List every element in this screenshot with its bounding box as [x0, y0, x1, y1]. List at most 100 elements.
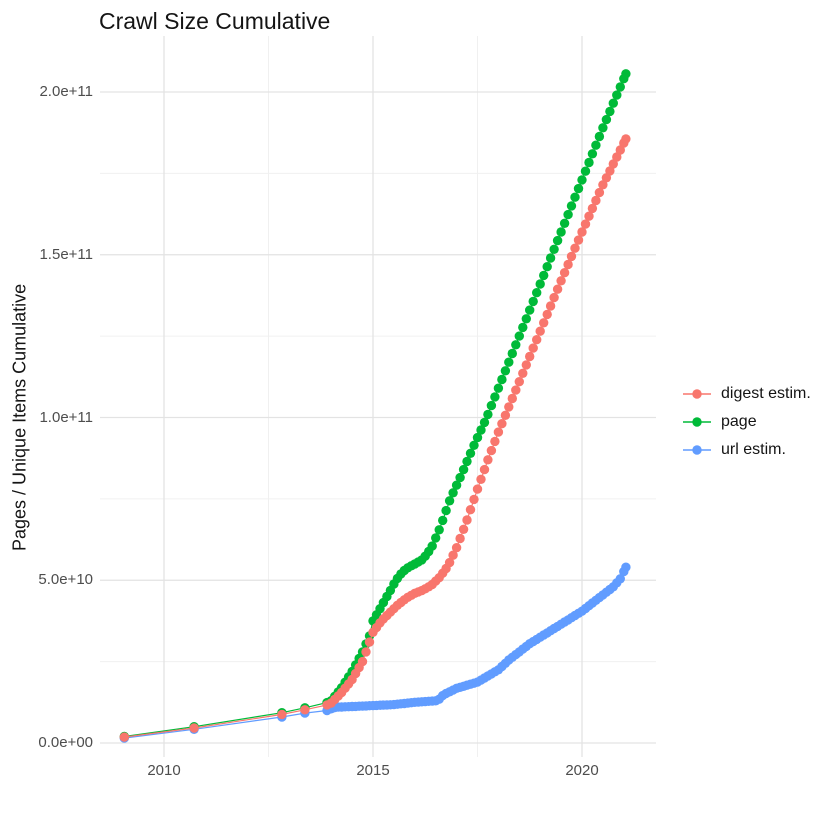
data-point	[357, 656, 368, 667]
data-point	[514, 377, 524, 387]
data-point	[479, 464, 490, 475]
data-point	[552, 284, 563, 294]
data-point	[511, 385, 521, 395]
data-point	[448, 488, 458, 498]
data-point	[497, 419, 507, 429]
legend: digest estim. page url estim.	[682, 380, 811, 464]
data-point	[598, 180, 608, 190]
data-point	[525, 305, 535, 315]
data-point	[479, 417, 490, 428]
data-point	[514, 331, 524, 341]
legend-key-icon	[683, 417, 711, 427]
data-point	[621, 134, 631, 144]
data-point	[601, 114, 612, 125]
data-point	[605, 166, 615, 176]
data-point	[587, 203, 598, 214]
series-digest-estim	[119, 134, 631, 742]
data-point	[594, 187, 605, 198]
data-point	[612, 152, 622, 162]
data-point	[580, 166, 591, 176]
legend-key-icon	[683, 389, 711, 399]
data-point	[542, 262, 552, 272]
data-point	[580, 219, 591, 229]
data-point	[577, 175, 587, 185]
data-point	[570, 243, 580, 253]
y-tick-label: 2.0e+11	[39, 83, 93, 100]
data-point	[483, 409, 493, 420]
legend-label: page	[721, 413, 757, 430]
data-point	[549, 292, 559, 303]
data-point	[573, 183, 584, 194]
data-point	[451, 543, 462, 553]
data-point	[535, 279, 545, 289]
data-point	[455, 533, 465, 544]
data-point	[552, 235, 563, 246]
data-point	[518, 368, 528, 378]
series-line	[124, 566, 627, 739]
y-tick-label: 1.5e+11	[39, 245, 93, 263]
legend-key-icon	[683, 445, 711, 455]
data-point	[511, 340, 521, 350]
gridlines-major	[100, 36, 656, 757]
legend-key-dot	[692, 389, 702, 399]
legend-key-dot	[692, 445, 702, 455]
legend-label: url estim.	[721, 441, 786, 458]
data-point	[441, 505, 451, 516]
data-point	[608, 98, 618, 108]
data-point	[486, 400, 497, 411]
data-point	[621, 562, 631, 572]
data-point	[462, 456, 472, 467]
data-point	[500, 410, 511, 420]
data-point	[570, 192, 580, 202]
data-point	[490, 392, 500, 402]
data-point	[545, 301, 556, 311]
data-point	[300, 705, 310, 715]
data-point	[493, 427, 504, 437]
data-point	[189, 723, 199, 733]
data-point	[528, 343, 538, 353]
data-point	[504, 357, 514, 367]
data-point	[584, 157, 594, 168]
data-point	[507, 393, 517, 404]
data-point	[556, 227, 566, 237]
data-point	[545, 253, 556, 263]
data-point	[497, 374, 507, 385]
data-point	[444, 496, 455, 506]
data-point	[472, 432, 483, 443]
data-point	[577, 227, 587, 237]
data-point	[621, 69, 631, 79]
data-point	[493, 383, 504, 393]
data-point	[535, 326, 545, 336]
data-point	[277, 709, 287, 720]
data-point	[431, 533, 441, 543]
data-point	[521, 314, 531, 324]
data-point	[455, 472, 465, 483]
x-tick-label: 2010	[147, 762, 181, 779]
data-point	[563, 259, 573, 270]
data-point	[462, 515, 472, 525]
data-point	[364, 637, 375, 647]
data-point	[559, 268, 570, 278]
data-point	[119, 732, 129, 742]
data-point	[532, 335, 542, 345]
legend-key-dot	[692, 417, 702, 427]
data-point	[615, 145, 625, 155]
data-point	[438, 515, 448, 526]
data-point	[532, 288, 542, 298]
data-point	[476, 474, 486, 484]
data-point	[444, 557, 455, 568]
data-point	[472, 484, 483, 494]
data-point	[434, 525, 444, 535]
data-point	[504, 402, 514, 412]
data-point	[476, 425, 486, 435]
data-point	[465, 448, 476, 458]
data-point	[507, 348, 517, 359]
data-point	[566, 251, 577, 262]
data-point	[584, 211, 594, 221]
data-point	[612, 90, 622, 100]
data-point	[598, 123, 608, 133]
data-point	[615, 82, 625, 92]
y-tick-label: 5.0e+10	[38, 571, 93, 589]
